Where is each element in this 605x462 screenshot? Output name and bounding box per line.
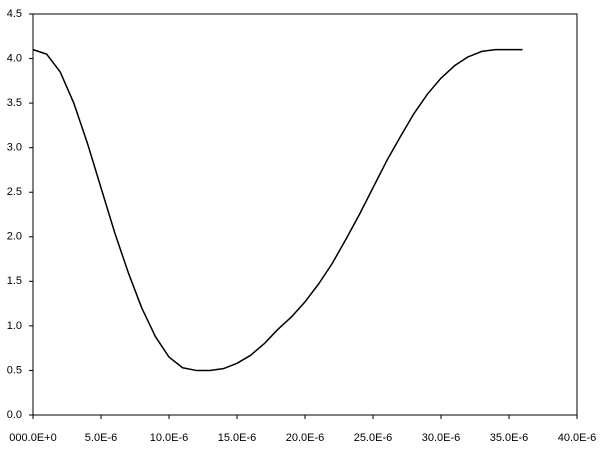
x-tick-label: 30.0E-6 <box>422 432 461 444</box>
y-tick-label: 4.5 <box>7 8 22 20</box>
x-tick-label: 25.0E-6 <box>354 432 393 444</box>
y-tick-label: 3.5 <box>7 97 22 109</box>
x-tick-label: 15.0E-6 <box>218 432 257 444</box>
x-tick-label: 5.0E-6 <box>85 432 117 444</box>
x-tick-label: 35.0E-6 <box>490 432 529 444</box>
y-tick-label: 2.5 <box>7 186 22 198</box>
y-tick-label: 1.0 <box>7 320 22 332</box>
y-tick-label: 0.0 <box>7 409 22 421</box>
x-tick-label: 20.0E-6 <box>286 432 325 444</box>
x-tick-label: 40.0E-6 <box>558 432 597 444</box>
x-tick-label: 10.0E-6 <box>150 432 189 444</box>
x-tick-label: 000.0E+0 <box>9 432 56 444</box>
y-tick-label: 1.5 <box>7 275 22 287</box>
y-tick-label: 0.5 <box>7 364 22 376</box>
plot-frame <box>32 13 578 416</box>
y-tick-label: 2.0 <box>7 231 22 243</box>
y-tick-label: 3.0 <box>7 142 22 154</box>
y-tick-label: 4.0 <box>7 52 22 64</box>
line-series <box>32 48 523 372</box>
